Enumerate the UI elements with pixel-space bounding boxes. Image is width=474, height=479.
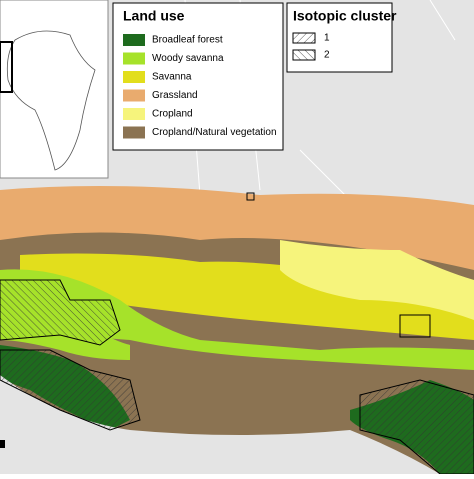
legend-swatch (123, 108, 145, 120)
legend-swatch (292, 32, 316, 44)
legend-label: Broadleaf forest (152, 35, 223, 46)
legend-swatch (123, 52, 145, 65)
land-use-legend: Land use Broadleaf forest Woody savanna Sa… (112, 2, 284, 151)
legend-swatch (123, 34, 145, 46)
legend-swatch (292, 49, 316, 61)
inset-map (0, 0, 109, 179)
legend-label: 2 (324, 50, 330, 61)
legend-swatch (123, 71, 145, 83)
legend-title: Isotopic cluster (293, 8, 397, 24)
legend-label: 1 (324, 33, 330, 44)
scale-mark (0, 440, 5, 448)
legend-title: Land use (123, 8, 185, 24)
cluster-legend: Isotopic cluster 1 2 (286, 2, 397, 73)
inset-extent (0, 41, 13, 93)
legend-swatch (123, 89, 145, 102)
africa-outline (6, 30, 96, 171)
legend-label: Savanna (152, 72, 192, 83)
legend-label: Cropland (152, 109, 193, 120)
legend-label: Grassland (152, 90, 198, 101)
legend-swatch (123, 126, 145, 139)
legend-label: Woody savanna (152, 53, 224, 64)
legend-label: Cropland/Natural vegetation (152, 127, 277, 138)
cluster-outlines (0, 192, 474, 475)
